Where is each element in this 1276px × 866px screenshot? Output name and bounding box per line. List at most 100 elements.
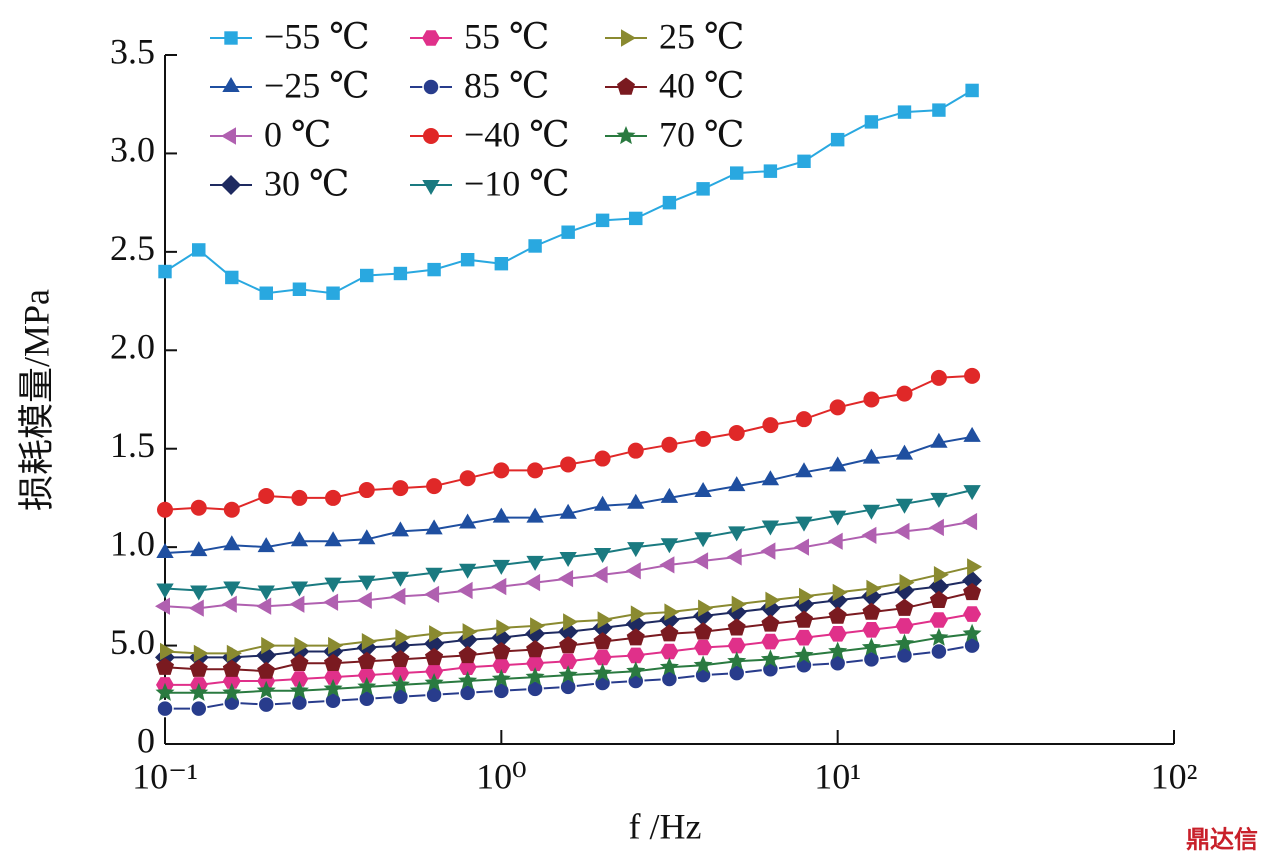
marker — [963, 606, 982, 622]
marker — [930, 369, 947, 386]
marker — [257, 537, 275, 553]
marker — [223, 501, 240, 518]
marker — [933, 566, 949, 584]
marker — [390, 587, 406, 605]
marker — [357, 651, 376, 669]
marker — [391, 665, 410, 681]
marker — [325, 489, 342, 506]
marker — [930, 642, 948, 661]
marker — [660, 643, 679, 660]
marker — [896, 385, 913, 402]
marker — [290, 581, 309, 597]
marker — [862, 602, 881, 620]
marker — [289, 595, 305, 613]
marker — [357, 676, 377, 695]
marker — [964, 367, 981, 384]
marker — [425, 686, 443, 704]
y-tick-label: 1.5 — [110, 425, 155, 465]
legend-label: −55 ℃ — [264, 16, 370, 56]
legend-marker — [422, 78, 440, 96]
marker — [763, 164, 778, 178]
marker — [289, 680, 309, 699]
series-line — [164, 374, 973, 511]
marker — [527, 462, 544, 479]
marker — [593, 632, 612, 650]
marker — [156, 543, 174, 558]
marker — [932, 103, 946, 117]
marker — [525, 667, 545, 686]
marker — [358, 575, 376, 591]
marker — [967, 558, 983, 576]
marker — [462, 623, 478, 641]
legend-marker — [221, 175, 241, 195]
marker — [895, 444, 914, 460]
marker — [257, 661, 276, 679]
marker — [393, 266, 408, 281]
marker — [160, 642, 175, 661]
marker — [328, 636, 344, 655]
legend-marker — [616, 126, 636, 145]
marker — [292, 282, 307, 296]
marker — [761, 520, 780, 536]
marker — [594, 450, 611, 467]
marker — [795, 629, 813, 646]
marker — [559, 636, 578, 654]
marker — [895, 646, 914, 665]
marker — [660, 487, 679, 503]
marker — [862, 622, 881, 638]
marker — [659, 657, 679, 676]
y-tick-label: 3.5 — [110, 31, 155, 71]
marker — [426, 478, 443, 495]
marker — [258, 487, 275, 504]
marker — [965, 83, 979, 98]
marker — [726, 548, 742, 566]
marker — [425, 663, 444, 679]
marker — [425, 647, 444, 666]
marker — [190, 585, 208, 601]
marker — [190, 541, 208, 557]
marker — [832, 583, 848, 602]
marker — [222, 659, 241, 677]
marker — [558, 570, 574, 588]
marker — [256, 597, 272, 615]
marker — [358, 689, 376, 708]
marker — [427, 262, 441, 277]
legend-label: 30 ℃ — [264, 163, 349, 203]
marker — [794, 645, 814, 664]
marker — [929, 612, 948, 628]
marker — [797, 154, 811, 168]
marker — [261, 636, 277, 655]
legend-marker — [621, 29, 636, 47]
marker — [660, 538, 679, 554]
marker — [731, 595, 747, 613]
marker — [694, 482, 712, 497]
marker — [492, 682, 511, 700]
marker — [290, 693, 309, 712]
legend-marker — [221, 127, 236, 145]
marker — [962, 623, 982, 642]
marker — [627, 493, 645, 509]
marker — [424, 585, 440, 603]
marker — [659, 556, 675, 574]
marker — [192, 243, 206, 257]
marker — [930, 492, 948, 508]
marker — [895, 618, 914, 634]
marker — [225, 270, 239, 285]
marker — [593, 663, 613, 682]
marker — [694, 532, 712, 548]
marker — [324, 691, 342, 710]
marker — [627, 542, 645, 558]
marker — [559, 503, 577, 519]
marker — [256, 680, 276, 699]
marker — [290, 531, 309, 547]
x-axis-label: f /Hz — [629, 806, 702, 846]
x-tick-label: 10² — [1151, 756, 1198, 796]
marker — [728, 526, 746, 542]
marker — [861, 526, 877, 544]
marker — [221, 595, 237, 613]
marker — [526, 507, 544, 523]
marker — [491, 577, 507, 596]
marker — [694, 622, 713, 640]
marker — [866, 579, 882, 598]
